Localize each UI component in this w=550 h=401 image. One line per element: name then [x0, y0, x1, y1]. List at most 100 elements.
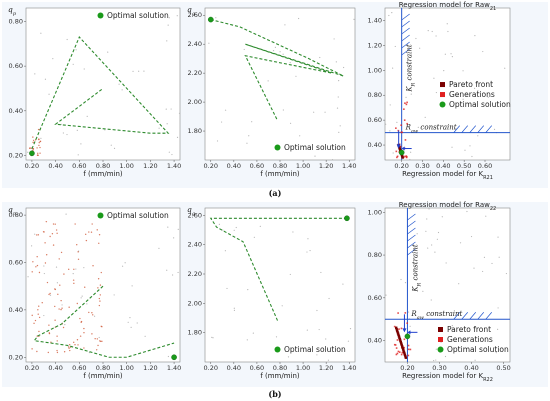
bg-point: [176, 15, 178, 17]
y-tick-label: 2.20: [188, 69, 202, 77]
bg-point: [314, 155, 316, 157]
bg-point: [410, 93, 412, 95]
generation-point: [399, 145, 402, 148]
bg-point: [459, 242, 462, 244]
generation-point: [83, 347, 85, 349]
x-tick-label: 1.40: [342, 364, 356, 372]
bg-point: [498, 256, 500, 258]
pareto-point: [395, 328, 398, 331]
bg-point: [412, 287, 414, 289]
generation-point: [98, 304, 101, 307]
bg-point: [138, 70, 140, 72]
hatch-mark: [453, 125, 461, 133]
generation-point: [400, 124, 402, 127]
y-axis-label: qg: [187, 205, 195, 217]
generation-point: [52, 244, 55, 246]
bg-point: [430, 299, 432, 301]
x-tick-label: 0.20: [394, 162, 408, 170]
bg-point: [413, 289, 415, 291]
generation-point: [37, 128, 40, 131]
bg-point: [462, 70, 464, 72]
generation-point: [58, 258, 60, 260]
bg-point: [306, 329, 308, 331]
x-tick-label: 1.00: [296, 364, 310, 372]
bg-point: [505, 272, 508, 275]
bg-point: [110, 144, 112, 146]
legend-label: Pareto front: [447, 325, 491, 334]
legend-label: Optimal solution: [447, 345, 509, 354]
generation-point: [88, 311, 90, 314]
optimization-path: [210, 19, 344, 122]
bg-point: [458, 283, 460, 285]
bg-point: [320, 271, 322, 274]
generation-point: [397, 312, 399, 314]
bg-point: [65, 213, 67, 215]
bg-point: [167, 226, 169, 228]
bg-point: [404, 282, 407, 284]
bg-point: [40, 137, 42, 139]
generation-point: [407, 348, 410, 351]
bg-point: [282, 53, 284, 55]
y-tick-label: 0.60: [9, 62, 23, 70]
bg-point: [485, 215, 487, 217]
pareto-point: [404, 356, 408, 359]
generation-point: [56, 351, 59, 354]
bg-point: [400, 278, 402, 281]
x-tick-label: 0.40: [227, 162, 241, 170]
generation-point: [32, 139, 35, 142]
bg-point: [292, 231, 294, 233]
bg-point: [75, 268, 77, 270]
bg-point: [497, 328, 499, 330]
generation-point: [59, 284, 61, 286]
generation-point: [403, 346, 405, 349]
chart-title: Regression model for Raw21: [399, 1, 496, 12]
generation-point: [401, 351, 404, 354]
generation-point: [406, 101, 408, 104]
bg-point: [428, 208, 430, 210]
generation-point: [100, 271, 102, 274]
bg-point: [337, 96, 339, 98]
hatch-mark: [401, 34, 410, 42]
bg-point: [427, 247, 429, 249]
bg-point: [491, 262, 493, 265]
generation-point: [37, 154, 39, 157]
y-tick-label: 1.80: [188, 329, 202, 337]
x-axis-label: Regression model for KR21: [402, 170, 493, 181]
hatch-mark: [485, 311, 493, 320]
generation-point: [37, 309, 39, 311]
bg-point: [86, 115, 88, 118]
hatch-mark: [401, 48, 410, 56]
bg-point: [466, 210, 468, 213]
bg-point: [177, 228, 179, 230]
y-tick-label: 2.00: [188, 299, 202, 307]
hatch-mark: [469, 311, 477, 320]
generation-point: [29, 147, 31, 149]
legend-label: Generations: [447, 335, 493, 344]
generation-point: [54, 288, 57, 291]
hatch-mark: [461, 125, 469, 133]
generation-point: [54, 319, 56, 321]
bg-point: [284, 24, 286, 26]
raw-constraint-label: Raw constraint: [410, 310, 462, 321]
bg-point: [451, 146, 453, 148]
bg-point: [407, 311, 410, 313]
plot-area: [204, 207, 356, 363]
pareto-point: [403, 353, 407, 357]
bg-point: [62, 132, 64, 134]
y-tick-label: 0.80: [368, 91, 382, 99]
generation-point: [39, 152, 41, 154]
bg-point: [335, 61, 337, 63]
generation-point: [76, 302, 79, 305]
legend-label: Optimal solution: [284, 143, 346, 152]
optimal-solution-point: [398, 149, 405, 156]
optimal-solution-point: [344, 215, 350, 222]
y-tick-label: 0.80: [9, 211, 23, 219]
pareto-point: [402, 349, 405, 352]
bg-point: [27, 151, 29, 153]
y-tick-label: 1.80: [188, 127, 202, 135]
generation-point: [94, 338, 96, 340]
bg-point: [131, 285, 133, 287]
generation-point: [60, 299, 62, 302]
generation-point: [90, 231, 93, 233]
generation-point: [97, 344, 99, 347]
